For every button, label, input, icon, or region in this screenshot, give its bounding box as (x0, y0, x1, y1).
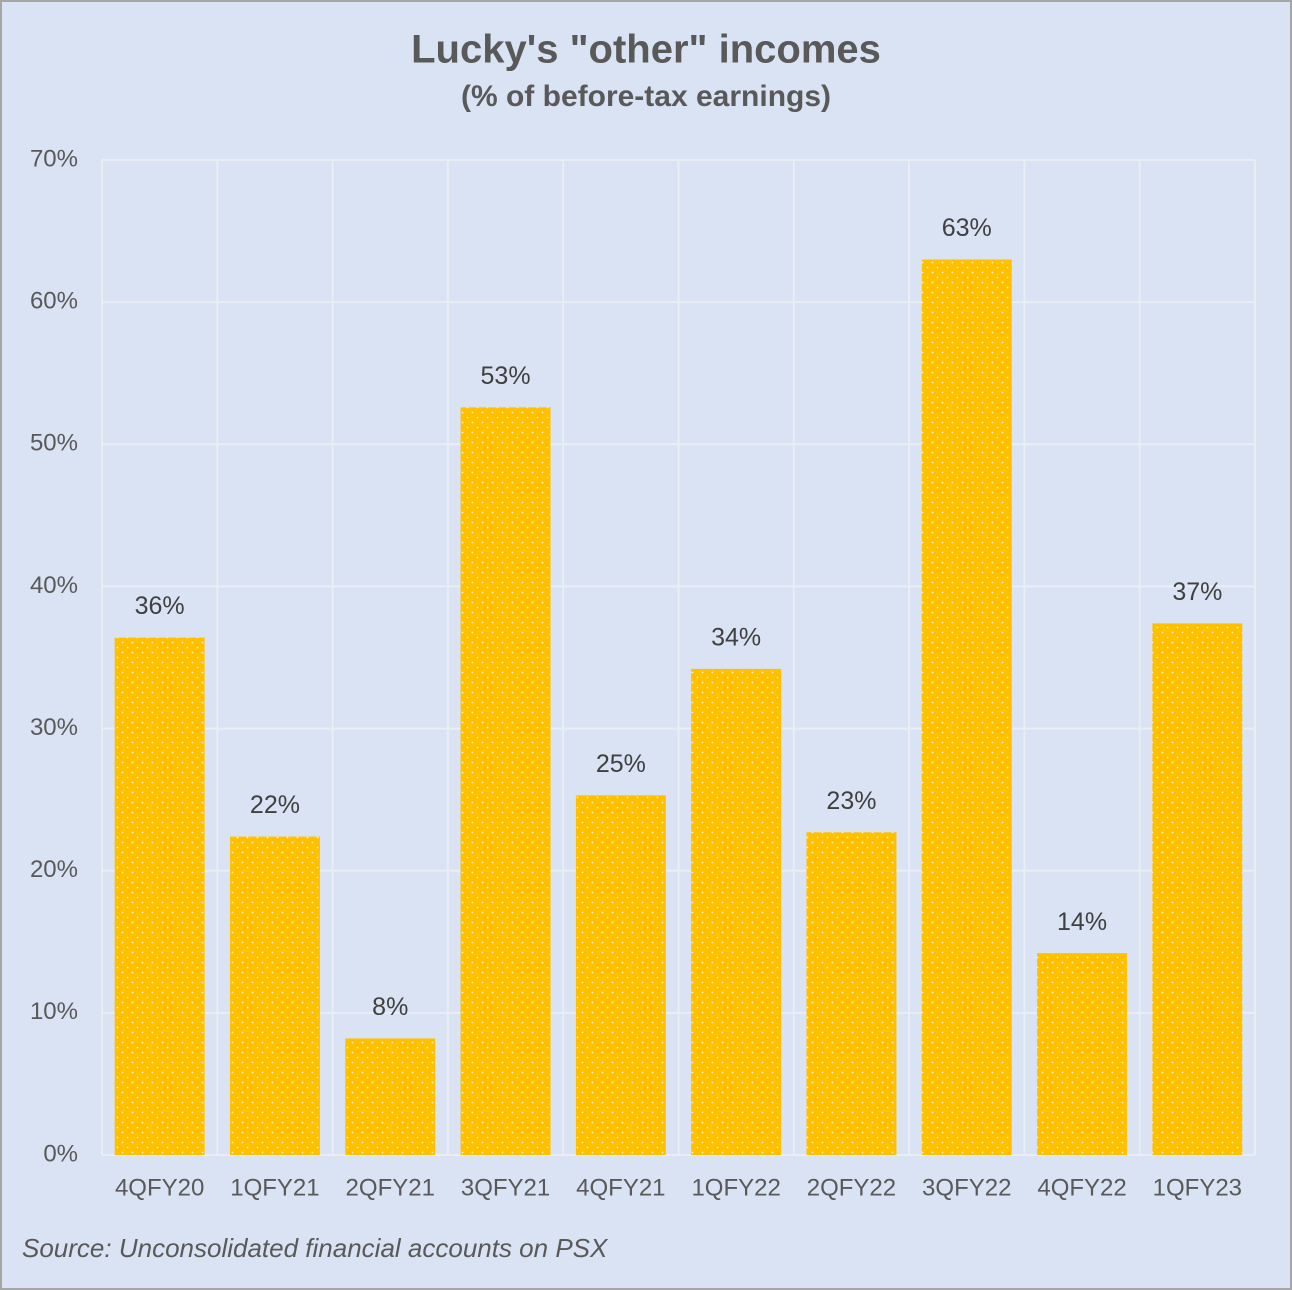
chart-title: Lucky's "other" incomes (411, 28, 881, 72)
bar (806, 832, 897, 1155)
x-tick-label: 4QFY20 (115, 1174, 204, 1201)
x-tick-label: 2QFY21 (346, 1174, 435, 1201)
value-label: 63% (942, 214, 992, 242)
y-tick-label: 70% (30, 145, 78, 172)
y-tick-label: 30% (30, 714, 78, 741)
x-tick-label: 3QFY21 (461, 1174, 550, 1201)
value-label: 14% (1057, 908, 1107, 936)
y-tick-label: 10% (30, 998, 78, 1025)
bar (575, 795, 666, 1155)
value-label: 36% (135, 592, 185, 620)
value-label: 22% (250, 791, 300, 819)
bar (1152, 623, 1243, 1155)
y-tick-label: 60% (30, 287, 78, 314)
value-label: 8% (372, 993, 408, 1021)
x-tick-label: 4QFY21 (576, 1174, 665, 1201)
x-tick-label: 3QFY22 (922, 1174, 1011, 1201)
x-tick-label: 4QFY22 (1037, 1174, 1126, 1201)
bar (691, 668, 782, 1155)
bar (921, 259, 1012, 1155)
bar (460, 407, 551, 1155)
x-tick-label: 2QFY22 (807, 1174, 896, 1201)
y-tick-label: 40% (30, 572, 78, 599)
y-tick-label: 20% (30, 856, 78, 883)
source-note: Source: Unconsolidated financial account… (22, 1233, 609, 1263)
value-label: 34% (711, 623, 761, 651)
bar (345, 1038, 436, 1155)
x-tick-label: 1QFY23 (1153, 1174, 1242, 1201)
bar (114, 637, 205, 1155)
value-label: 53% (481, 362, 531, 390)
bar (229, 836, 320, 1155)
y-tick-label: 50% (30, 430, 78, 457)
y-tick-label: 0% (43, 1140, 78, 1167)
bar (1037, 953, 1128, 1155)
chart-subtitle: (% of before-tax earnings) (461, 80, 831, 113)
x-tick-label: 1QFY21 (230, 1174, 319, 1201)
value-label: 37% (1172, 578, 1222, 606)
x-tick-label: 1QFY22 (691, 1174, 780, 1201)
value-label: 25% (596, 750, 646, 778)
value-label: 23% (826, 787, 876, 815)
